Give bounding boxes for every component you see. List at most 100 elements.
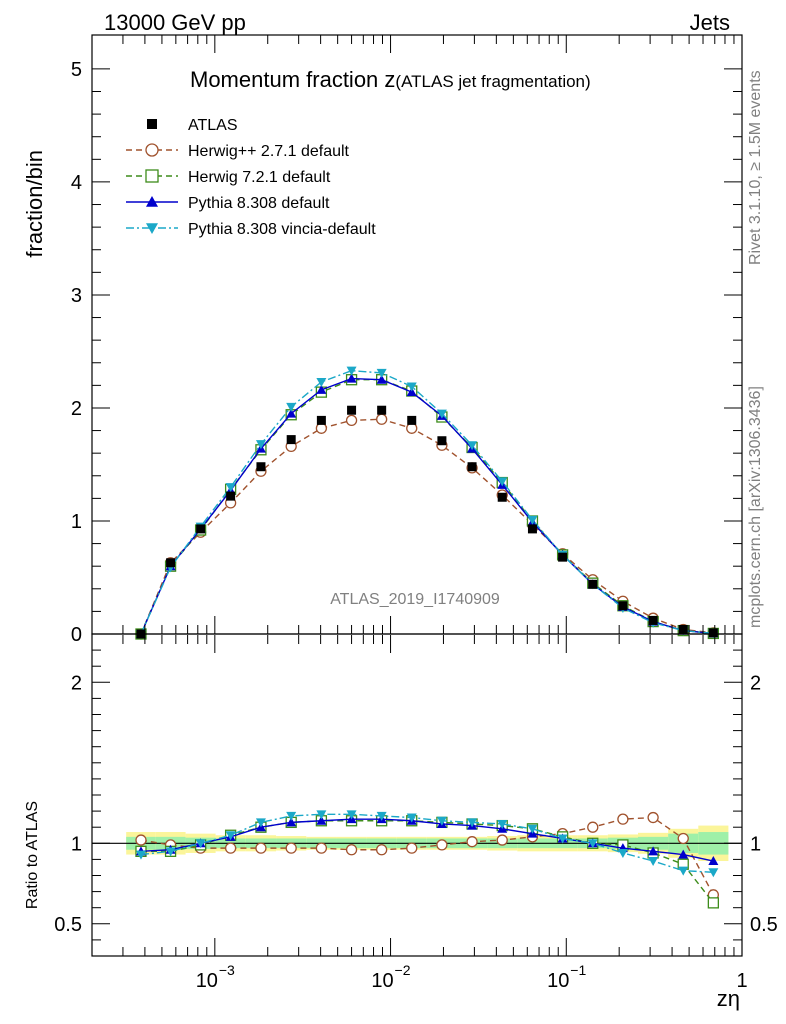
ratio-point [708,856,719,866]
series-point [406,387,417,397]
data-series [136,405,718,639]
data-point [618,601,628,611]
y-tick-label: 1 [71,511,82,533]
x-tick-label-exp: −1 [570,962,586,978]
legend-marker [146,196,158,207]
ratio-point [466,836,478,848]
mcplots-label: mcplots.cern.ch [arXiv:1306.3436] [747,386,764,628]
series-point [286,408,297,418]
ratio-point [617,848,628,858]
ratio-point [135,834,147,846]
rivet-label: Rivet 3.1.10, ≥ 1.5M events [747,70,764,265]
ratio-point [316,810,327,820]
series-point [406,382,417,392]
legend: ATLAS Herwig++ 2.7.1 default Herwig 7.2.1 … [126,117,376,238]
x-tick-label-exp: −2 [395,962,411,978]
series-point [346,366,357,376]
series-point [346,373,357,383]
ratio-point [225,831,236,841]
data-point [196,524,206,534]
series-point [376,413,388,425]
ratio-frame [91,633,743,957]
legend-label: Herwig 7.2.1 default [188,169,331,186]
x-tick-label: 10 [371,970,393,992]
series-point [316,377,327,387]
ratio-point [195,839,206,849]
legend-label: ATLAS [188,117,238,134]
legend-label: Herwig++ 2.7.1 default [188,143,350,160]
series-point [376,368,387,378]
ratio-point [285,842,297,854]
analysis-watermark: ATLAS_2019_I1740909 [330,591,500,608]
ratio-point [587,821,599,833]
y-tick-label: 4 [71,172,82,194]
ratio-line [140,818,714,862]
ratio-point [557,834,568,844]
ratio-y-tick-label: 1 [750,833,761,855]
data-point [437,436,447,446]
process-label: Jets [690,10,730,35]
legend-label: Pythia 8.308 default [188,195,330,212]
data-point [558,552,568,562]
ratio-y-tick-label: 2 [71,672,82,694]
ratio-point [707,897,719,909]
ratio-series-3 [135,810,719,878]
ratio-point [315,842,328,854]
ratio-point [345,844,358,856]
energy-label: 13000 GeV pp [104,10,246,35]
data-point [256,462,266,472]
ratio-point [255,818,266,828]
ratio-point [708,868,719,878]
series-line [140,377,714,635]
series-point [376,374,387,384]
x-tick-label: 1 [736,970,747,992]
ratio-y-tick-label: 1 [71,833,82,855]
data-point [286,435,296,445]
legend-entry: Pythia 8.308 default [126,195,330,212]
data-point [678,624,688,634]
series-point [345,414,358,427]
legend-marker [145,143,159,157]
data-point [527,524,537,534]
ratio-point [224,842,237,854]
chart-title-sub: (ATLAS jet fragmentation) [395,72,590,91]
ratio-point [587,839,598,849]
ratio-point [497,819,508,829]
ratio-point [647,811,659,824]
data-point [407,415,417,425]
data-point [648,615,658,625]
main-plot: 0 1 2 3 4 5 [71,34,743,646]
legend-entry: Pythia 8.308 vincia-default [126,221,376,238]
legend-entry: Herwig++ 2.7.1 default [126,143,350,160]
ratio-point [436,839,448,851]
series-point [316,384,327,394]
data-point [497,492,507,502]
chart-title: Momentum fraction z(ATLAS jet fragmentat… [190,67,591,92]
ratio-point [677,832,689,845]
ratio-point [376,811,387,821]
ratio-plot: 0.5 0.5 1 1 2 2 [54,633,778,957]
x-axis: 10 −3 10 −2 10 −1 1 [91,35,748,992]
series-line [140,418,714,635]
ratio-point [286,817,297,827]
series-point [436,409,447,419]
x-tick-label: 10 [547,970,569,992]
ratio-line [140,816,714,896]
y-tick-label: 2 [71,398,82,420]
series-point [286,402,297,412]
series-point [497,477,508,487]
x-tick-label: 10 [196,970,218,992]
series-point [255,440,266,450]
ratio-point [165,847,176,857]
ratio-point [286,811,297,821]
ratio-line [140,813,714,873]
ratio-series-1 [135,815,719,909]
series-point [467,441,478,451]
data-point [347,405,357,415]
legend-label: Pythia 8.308 vincia-default [188,221,376,238]
ratio-point [406,842,418,854]
chart-title-main: Momentum fraction z [190,67,395,92]
ratio-point [648,857,659,867]
y-tick-label: 3 [71,285,82,307]
